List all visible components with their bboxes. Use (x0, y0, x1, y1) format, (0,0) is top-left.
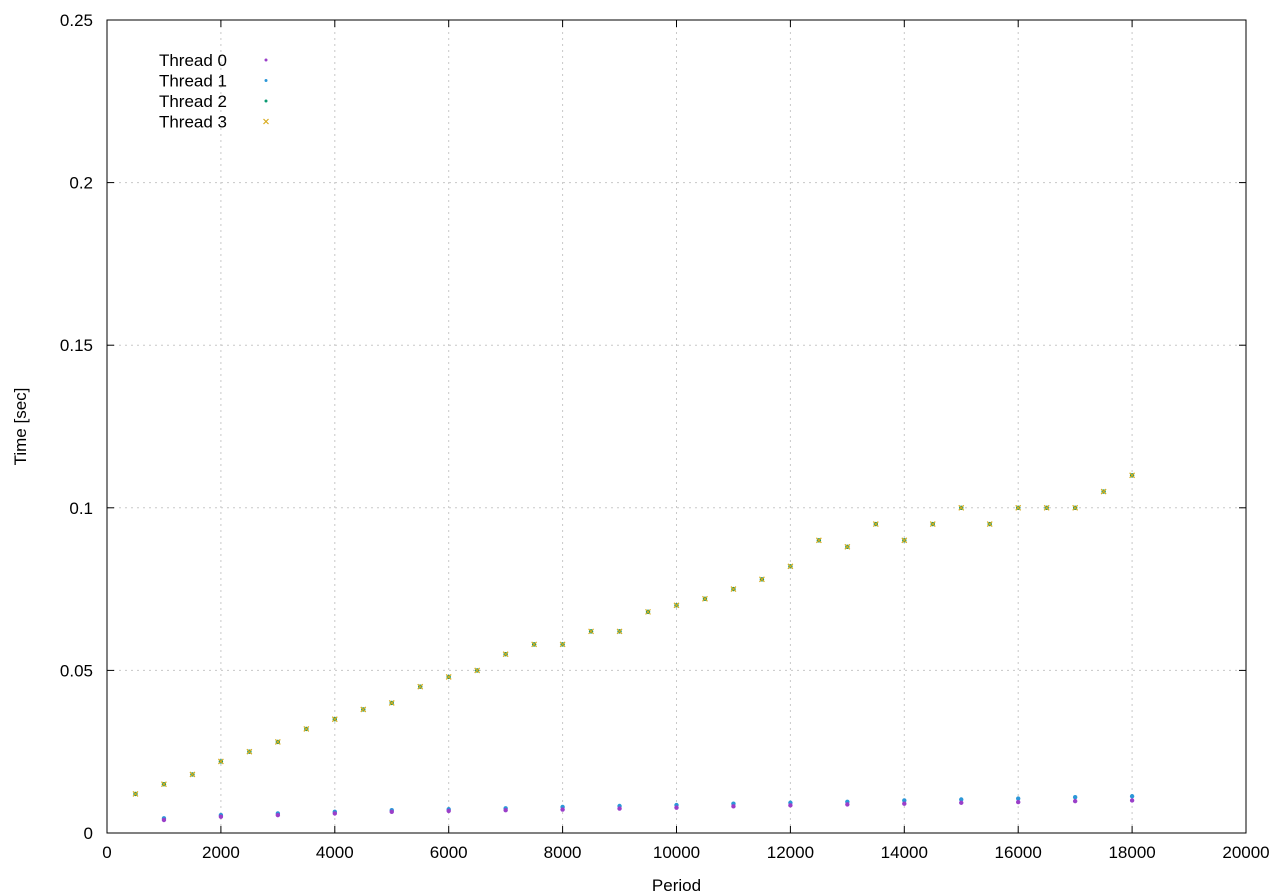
x-tick-label: 6000 (430, 843, 468, 862)
data-point (588, 628, 594, 635)
data-point (673, 602, 680, 609)
data-point (872, 521, 879, 527)
data-point (531, 641, 538, 648)
legend-label: Thread 2 (159, 92, 227, 111)
x-axis-label: Period (652, 876, 701, 895)
data-point (986, 521, 993, 527)
data-point (1072, 798, 1078, 804)
data-point (445, 673, 452, 680)
data-point (730, 586, 737, 593)
axis-ticks: 0 2000 4000 6000 8000 10000 12000 14000 16000 180… (60, 11, 1270, 862)
x-tick-label: 14000 (881, 843, 928, 862)
data-point (332, 811, 337, 816)
data-point (275, 812, 281, 818)
data-point (959, 797, 964, 802)
data-point (417, 683, 424, 690)
x-tick-label: 18000 (1108, 843, 1155, 862)
data-point (616, 628, 623, 635)
data-point (901, 537, 908, 544)
data-point (902, 801, 907, 806)
data-point (303, 726, 310, 732)
data-point (1016, 799, 1021, 805)
series-3 (132, 472, 1136, 797)
data-point (645, 608, 651, 615)
legend-label: Thread 1 (159, 72, 227, 91)
series-1 (161, 794, 1135, 821)
data-point (217, 758, 224, 765)
data-point (617, 806, 622, 811)
legend-marker (264, 79, 268, 82)
data-point (502, 651, 509, 658)
x-tick-label: 16000 (995, 843, 1042, 862)
data-point (360, 706, 367, 713)
data-point (161, 817, 167, 823)
data-point (246, 748, 253, 755)
data-points (132, 472, 1136, 823)
data-point (474, 667, 481, 674)
data-point (902, 798, 907, 803)
y-tick-label: 0.15 (60, 336, 93, 355)
data-point (1072, 504, 1079, 511)
data-point (218, 814, 224, 819)
data-point (331, 716, 338, 723)
data-point (787, 563, 794, 570)
y-tick-label: 0.1 (69, 499, 93, 518)
series-0 (161, 798, 1135, 823)
data-point (389, 809, 394, 815)
data-point (1015, 504, 1022, 511)
data-point (132, 791, 139, 797)
data-point (1129, 472, 1136, 479)
series-2 (133, 473, 1135, 797)
x-tick-label: 0 (102, 843, 111, 862)
x-tick-label: 12000 (767, 843, 814, 862)
data-point (189, 771, 196, 778)
legend-marker (263, 118, 269, 125)
legend-label: Thread 3 (159, 113, 227, 132)
data-point (959, 800, 964, 805)
data-point (1100, 488, 1107, 495)
data-point (759, 576, 765, 583)
legend-marker (264, 99, 268, 103)
data-point (815, 537, 822, 544)
x-tick-label: 8000 (544, 843, 582, 862)
data-point (274, 739, 281, 745)
data-point (446, 808, 451, 814)
data-point (674, 805, 679, 810)
x-tick-label: 10000 (653, 843, 700, 862)
data-point (1043, 504, 1050, 511)
data-point (702, 595, 708, 602)
data-point (929, 521, 936, 527)
y-tick-label: 0 (84, 824, 93, 843)
data-point (788, 803, 793, 808)
y-tick-label: 0.25 (60, 11, 93, 30)
y-tick-label: 0.2 (69, 174, 93, 193)
data-point (559, 641, 566, 648)
y-axis-label: Time [sec] (11, 388, 30, 466)
x-tick-label: 2000 (202, 843, 240, 862)
data-point (1129, 798, 1135, 803)
y-tick-label: 0.05 (60, 661, 93, 680)
data-point (845, 802, 850, 807)
legend-label: Thread 0 (159, 51, 227, 70)
data-point (503, 808, 508, 813)
data-point (161, 781, 167, 788)
data-point (560, 807, 565, 812)
x-tick-label: 4000 (316, 843, 354, 862)
data-point (1129, 794, 1135, 799)
data-point (844, 543, 851, 550)
grid-lines (107, 20, 1246, 833)
data-point (731, 804, 736, 809)
legend-marker (264, 58, 268, 62)
data-point (958, 504, 965, 511)
x-tick-label: 20000 (1222, 843, 1269, 862)
data-point (1072, 795, 1078, 800)
data-point (1016, 796, 1021, 801)
data-point (388, 699, 395, 706)
